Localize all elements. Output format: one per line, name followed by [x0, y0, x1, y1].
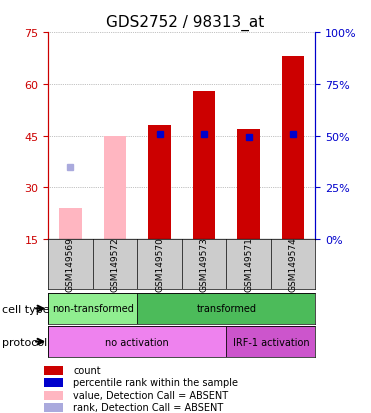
- Text: cell type: cell type: [2, 304, 49, 314]
- Bar: [48, 293, 137, 324]
- Bar: [44, 378, 63, 387]
- Bar: [104, 136, 126, 240]
- Text: value, Detection Call = ABSENT: value, Detection Call = ABSENT: [73, 390, 228, 400]
- Bar: [226, 326, 315, 357]
- Bar: [282, 57, 304, 240]
- Text: IRF-1 activation: IRF-1 activation: [233, 337, 309, 347]
- Bar: [193, 92, 215, 240]
- Text: protocol: protocol: [2, 337, 47, 347]
- Bar: [237, 129, 260, 240]
- Text: GSM149573: GSM149573: [200, 237, 209, 292]
- Text: no activation: no activation: [105, 337, 169, 347]
- Text: GSM149572: GSM149572: [111, 237, 119, 292]
- Text: transformed: transformed: [196, 304, 256, 314]
- Bar: [44, 403, 63, 412]
- Bar: [44, 391, 63, 400]
- Bar: [148, 126, 171, 240]
- Text: non-transformed: non-transformed: [52, 304, 134, 314]
- Text: rank, Detection Call = ABSENT: rank, Detection Call = ABSENT: [73, 402, 223, 412]
- Text: count: count: [73, 365, 101, 375]
- Text: GSM149574: GSM149574: [289, 237, 298, 292]
- Text: percentile rank within the sample: percentile rank within the sample: [73, 377, 238, 387]
- Bar: [59, 209, 82, 240]
- Text: GDS2752 / 98313_at: GDS2752 / 98313_at: [106, 14, 265, 31]
- Bar: [137, 293, 315, 324]
- Text: GSM149569: GSM149569: [66, 237, 75, 292]
- Bar: [44, 366, 63, 375]
- Text: GSM149571: GSM149571: [244, 237, 253, 292]
- Bar: [48, 326, 226, 357]
- Text: GSM149570: GSM149570: [155, 237, 164, 292]
